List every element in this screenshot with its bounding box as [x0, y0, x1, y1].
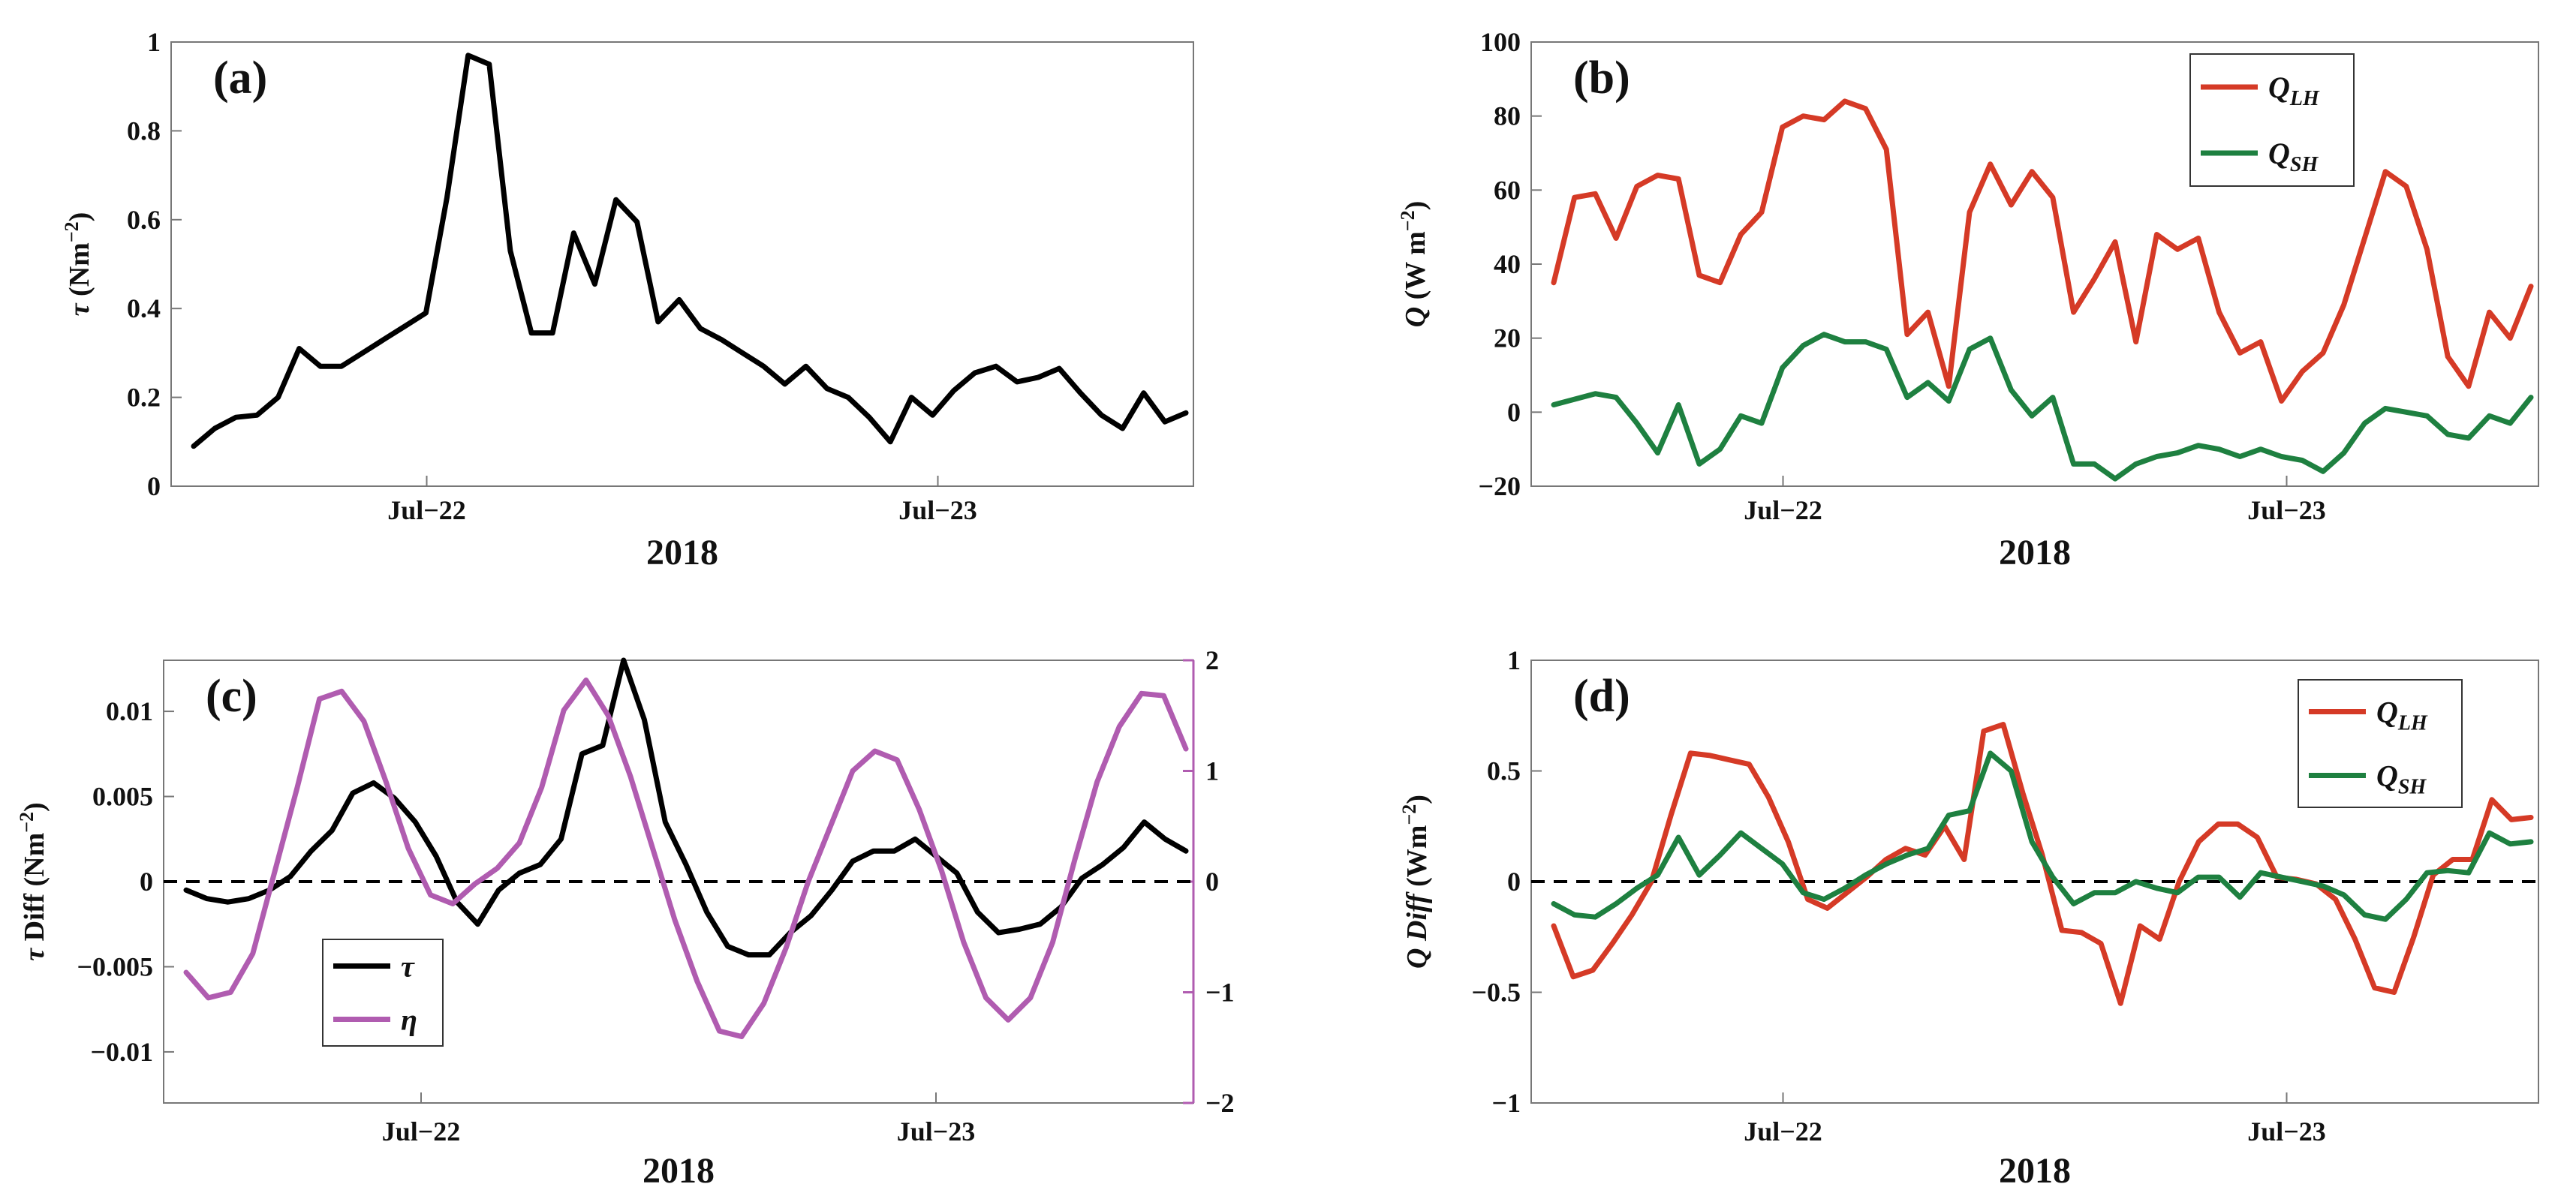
- x-tick-label: Jul−22: [1744, 495, 1822, 525]
- plot-frame: [163, 660, 1194, 1104]
- y2-tick-label: −1: [1205, 978, 1235, 1008]
- y-tick-label: 0: [1507, 397, 1521, 427]
- y-axis-label-symbol: τ: [64, 302, 95, 316]
- x-tick-label: Jul−23: [897, 1116, 976, 1146]
- y-axis-label-unit: (Nm: [64, 242, 95, 303]
- x-axis-label: 2018: [646, 533, 718, 572]
- y-tick-label: −0.005: [77, 951, 153, 981]
- series-line--: [183, 678, 1189, 1039]
- y-axis-label-exponent: −2: [1398, 804, 1420, 825]
- legend-entry: QSH: [2268, 137, 2319, 176]
- x-tick-label: Jul−23: [2247, 495, 2326, 525]
- x-tick-label: Jul−22: [382, 1116, 461, 1146]
- series-line-q-lh: [1551, 98, 2534, 404]
- panel-label: (d): [1573, 671, 1630, 722]
- legend-entry: QLH: [2376, 696, 2428, 735]
- legend: τη: [322, 939, 444, 1047]
- y-tick-label: 60: [1494, 175, 1521, 205]
- y-axis-label-unit: (W m: [1400, 231, 1431, 307]
- panel-label: (c): [206, 671, 257, 722]
- legend-entry-symbol: τ: [401, 950, 415, 984]
- y-tick-label: 100: [1480, 27, 1521, 57]
- y2-tick-label: −2: [1205, 1088, 1235, 1118]
- panel-d: −1 −0.5 0 0.5 1 Jul−22 Jul−23 2018 Q Diff (Wm−2)…: [1398, 645, 2539, 1191]
- x-axis-label: 2018: [1999, 533, 2071, 572]
- series-line--: [183, 657, 1189, 958]
- y-tick-label: −1: [1491, 1088, 1521, 1118]
- panel-a: 0 0.2 0.4 0.6 0.8 1 Jul−22 Jul−23 2018 τ (Nm−2) (a…: [61, 27, 1194, 572]
- panel-c: −0.01 −0.005 0 0.005 0.01 −2 −1 0 1 2 Jul−22 Jul−23…: [16, 645, 1235, 1191]
- x-tick-label: Jul−22: [1744, 1116, 1822, 1146]
- x-tick-label: Jul−23: [898, 495, 977, 525]
- x-tick-label: Jul−22: [387, 495, 466, 525]
- y-tick-label: 0.4: [127, 293, 161, 323]
- y-axis-label-exponent: −2: [16, 812, 38, 833]
- y-tick-label: 0.005: [92, 782, 153, 812]
- legend-entry-subscript: SH: [2398, 776, 2427, 799]
- legend-entry: η: [401, 1003, 417, 1037]
- y-axis-label-symbol: Q: [1400, 307, 1431, 327]
- y-tick-label: 0.8: [127, 116, 161, 146]
- series-line--: [191, 53, 1189, 449]
- legend-entry: QLH: [2268, 71, 2320, 110]
- legend-entry-subscript: SH: [2290, 153, 2319, 176]
- legend-box: [2189, 53, 2355, 187]
- y-axis-label-close: ): [1401, 795, 1433, 804]
- y-tick-label: −0.01: [90, 1037, 153, 1067]
- legend-entry: QSH: [2376, 759, 2427, 799]
- y-axis-label-unit: Diff (Nm: [19, 833, 50, 948]
- panel-b: −20 0 20 40 60 80 100 Jul−22 Jul−23 2018 Q (W m−2)…: [1397, 27, 2539, 572]
- y-tick-label: 0: [140, 867, 153, 897]
- x-axis-label: 2018: [642, 1151, 715, 1191]
- legend-entry-symbol: Q: [2376, 759, 2398, 793]
- y-tick-label: 0.5: [1487, 756, 1521, 786]
- y-tick-label: 1: [1507, 645, 1521, 675]
- y-axis-label-close: ): [19, 802, 50, 812]
- legend-entry-subscript: LH: [2397, 712, 2428, 735]
- legend-entry-subscript: LH: [2289, 87, 2320, 110]
- y-tick-label: −20: [1478, 471, 1521, 501]
- legend-entry-symbol: Q: [2376, 696, 2398, 729]
- y-tick-label: 80: [1494, 101, 1521, 131]
- y-tick-label: 0: [1507, 867, 1521, 897]
- y2-tick-label: 2: [1205, 645, 1219, 675]
- y2-tick-label: 1: [1205, 756, 1219, 786]
- y-axis-label-symbol: τ: [19, 948, 50, 961]
- y2-tick-label: 0: [1205, 867, 1219, 897]
- y-axis-label-exponent: −2: [61, 221, 83, 242]
- y-tick-label: 0.6: [127, 205, 161, 235]
- y-tick-label: 0.2: [127, 383, 161, 413]
- y-axis-label: τ (Nm−2): [61, 212, 95, 317]
- y-axis-label-exponent: −2: [1397, 210, 1419, 231]
- series-line-q-sh: [1551, 750, 2534, 922]
- y-axis-label-close: ): [1400, 201, 1431, 211]
- legend-entry: τ: [401, 950, 415, 984]
- y-axis-label-close: ): [64, 212, 95, 222]
- y-axis-label-unit: (Wm: [1401, 825, 1433, 894]
- y-tick-label: 40: [1494, 249, 1521, 279]
- y-tick-label: 0: [147, 471, 161, 501]
- y-tick-label: 20: [1494, 323, 1521, 353]
- series-line-q-sh: [1551, 332, 2534, 482]
- x-tick-label: Jul−23: [2247, 1116, 2326, 1146]
- panel-label: (b): [1573, 53, 1630, 104]
- legend-box: [322, 939, 444, 1047]
- legend-entry-symbol: Q: [2268, 71, 2290, 104]
- legend-box: [2298, 679, 2463, 808]
- plot-frame: [170, 41, 1194, 487]
- legend-entry-symbol: η: [401, 1003, 417, 1037]
- y-tick-label: 0.01: [106, 696, 153, 726]
- y-axis-label: τ Diff (Nm−2): [16, 802, 50, 960]
- panel-label: (a): [213, 53, 267, 104]
- y-axis-label: Q (W m−2): [1397, 201, 1431, 328]
- y-tick-label: 1: [147, 27, 161, 57]
- y-axis-label-symbol: Q Diff: [1401, 891, 1433, 969]
- x-axis-label: 2018: [1999, 1151, 2071, 1191]
- legend-entry-symbol: Q: [2268, 137, 2290, 170]
- y-axis-label: Q Diff (Wm−2): [1398, 795, 1433, 969]
- y-tick-label: −0.5: [1471, 978, 1521, 1008]
